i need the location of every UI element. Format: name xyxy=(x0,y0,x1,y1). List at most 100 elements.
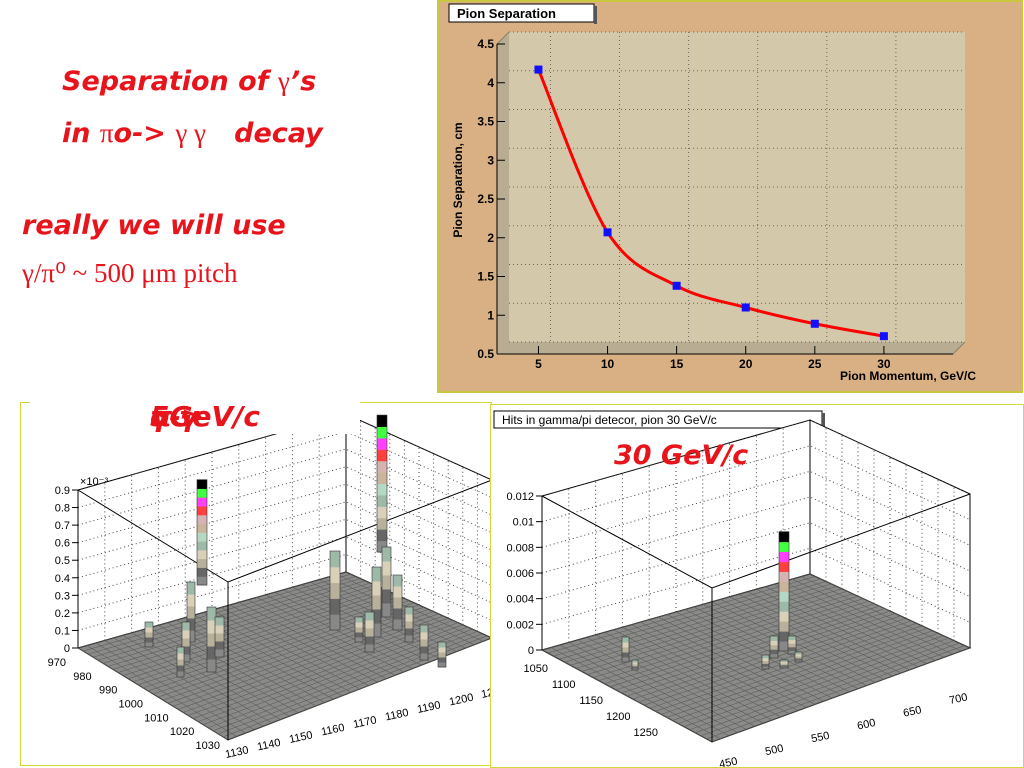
floor-grid xyxy=(765,586,928,664)
y-tick-label: 1030 xyxy=(196,740,220,752)
bar-segment xyxy=(197,541,207,551)
bar-segment xyxy=(405,635,413,643)
bar-segment xyxy=(187,630,195,643)
z-tick-label: 0 xyxy=(64,643,70,655)
lego-axis-labels: 0 0.1 0.2 0.3 0.4 0.5 0.6 0.7 0.8 0.9 970 980 990100… xyxy=(48,485,492,761)
z-grid-line xyxy=(77,413,492,491)
y-tick-label: 1050 xyxy=(524,663,548,675)
z-tick-label: 0.7 xyxy=(55,520,70,532)
bar-segment xyxy=(632,664,638,667)
bar-segment xyxy=(788,650,796,655)
bar-outline xyxy=(329,550,341,631)
bar-segment xyxy=(182,654,190,663)
bar-segment xyxy=(795,654,802,657)
title-text: Separation of xyxy=(62,66,278,97)
lego-plot-5gev: 0 0.1 0.2 0.3 0.4 0.5 0.6 0.7 0.8 0.9 970 980 990100… xyxy=(20,402,492,766)
x-tick-label: 1170 xyxy=(352,714,378,731)
bar-segment xyxy=(355,622,363,628)
bar-segment xyxy=(372,567,381,582)
bar-segment xyxy=(377,415,387,427)
bar-segment xyxy=(377,437,387,450)
bar-segment xyxy=(197,576,207,586)
bar-segment xyxy=(330,551,340,568)
bar-segment xyxy=(788,643,796,648)
x-tick-label: 25 xyxy=(808,357,822,371)
bar-segment xyxy=(795,660,802,663)
bar-segment xyxy=(779,541,789,553)
y-tick-label: 4 xyxy=(487,76,494,90)
floor-grid xyxy=(711,647,971,743)
bar-outline xyxy=(794,651,803,663)
bar-segment xyxy=(788,639,796,644)
x-tick-label: 1200 xyxy=(448,692,474,709)
z-tick-label: 0 xyxy=(528,645,534,657)
label-30gev: 30 GeV/c xyxy=(614,440,749,471)
z-grid-line xyxy=(77,536,492,614)
floor-grid xyxy=(345,571,492,639)
x-tick-label: 450 xyxy=(718,755,738,768)
bar-segment xyxy=(405,621,413,629)
bar-segment xyxy=(197,549,207,560)
bar-segment xyxy=(393,586,402,598)
bar-segment xyxy=(762,663,769,667)
bar-segment xyxy=(215,617,224,626)
bar-segment xyxy=(762,655,769,659)
x-tick-label: 1160 xyxy=(320,722,346,739)
bar-outline xyxy=(181,621,191,663)
bar-segment xyxy=(377,449,387,462)
bar-outline xyxy=(186,581,196,643)
x-tick-label: 5 xyxy=(535,357,542,371)
bar-segment xyxy=(405,614,413,622)
bar-segment xyxy=(330,566,340,584)
floor-grid xyxy=(800,576,962,652)
bar-segment xyxy=(622,657,629,663)
bar-outline xyxy=(354,616,364,643)
bar-segment xyxy=(365,636,374,645)
y-tick-label: 1150 xyxy=(579,695,603,707)
y-tick-label: 2.5 xyxy=(477,192,494,206)
x-tick-label: 550 xyxy=(810,730,830,746)
title-decay: decay xyxy=(205,118,323,149)
bar-segment xyxy=(420,625,428,633)
bar-segment xyxy=(779,631,789,642)
z-tick-label: 0.1 xyxy=(55,625,70,637)
y-tick-label: 3 xyxy=(487,153,494,167)
floor-grid xyxy=(207,628,473,729)
data-markers xyxy=(534,65,888,341)
bar-segment xyxy=(438,647,446,653)
bar-segment xyxy=(187,606,195,619)
note-line1: really we will use xyxy=(22,210,286,241)
y-tick-label: 1250 xyxy=(634,727,658,739)
bar-segment xyxy=(330,582,340,599)
bar-segment xyxy=(762,660,769,664)
floor-grid xyxy=(212,631,478,732)
bar-segment xyxy=(365,620,374,629)
bar-segment xyxy=(177,671,184,678)
floor-grid xyxy=(689,637,949,731)
bar-segment xyxy=(372,581,381,596)
bar-segment xyxy=(182,622,190,631)
bar-segment xyxy=(382,547,391,562)
bar-segment xyxy=(215,649,224,658)
bar-segment xyxy=(145,627,153,633)
bar-segment xyxy=(779,531,789,543)
bar-segment xyxy=(795,658,802,661)
bar-segment xyxy=(355,627,363,633)
chart-title: Pion Separation xyxy=(457,6,556,21)
bar-segment xyxy=(788,636,796,641)
bar-segment xyxy=(207,646,216,660)
data-point xyxy=(879,332,888,341)
bar-segment xyxy=(632,666,638,669)
bar-outline xyxy=(381,546,392,618)
label-gamma: γ γ xyxy=(150,400,198,433)
bar-segment xyxy=(182,646,190,655)
bar-segment xyxy=(197,514,207,525)
gamma-gamma-symbol: γ γ xyxy=(175,118,206,148)
floor-grid xyxy=(774,583,936,661)
bar-segment xyxy=(779,601,789,612)
z-grid-line xyxy=(541,419,971,497)
bar-outline xyxy=(779,659,789,669)
bar-segment xyxy=(145,622,153,628)
bar-segment xyxy=(420,639,428,647)
lego-bars xyxy=(144,414,447,678)
